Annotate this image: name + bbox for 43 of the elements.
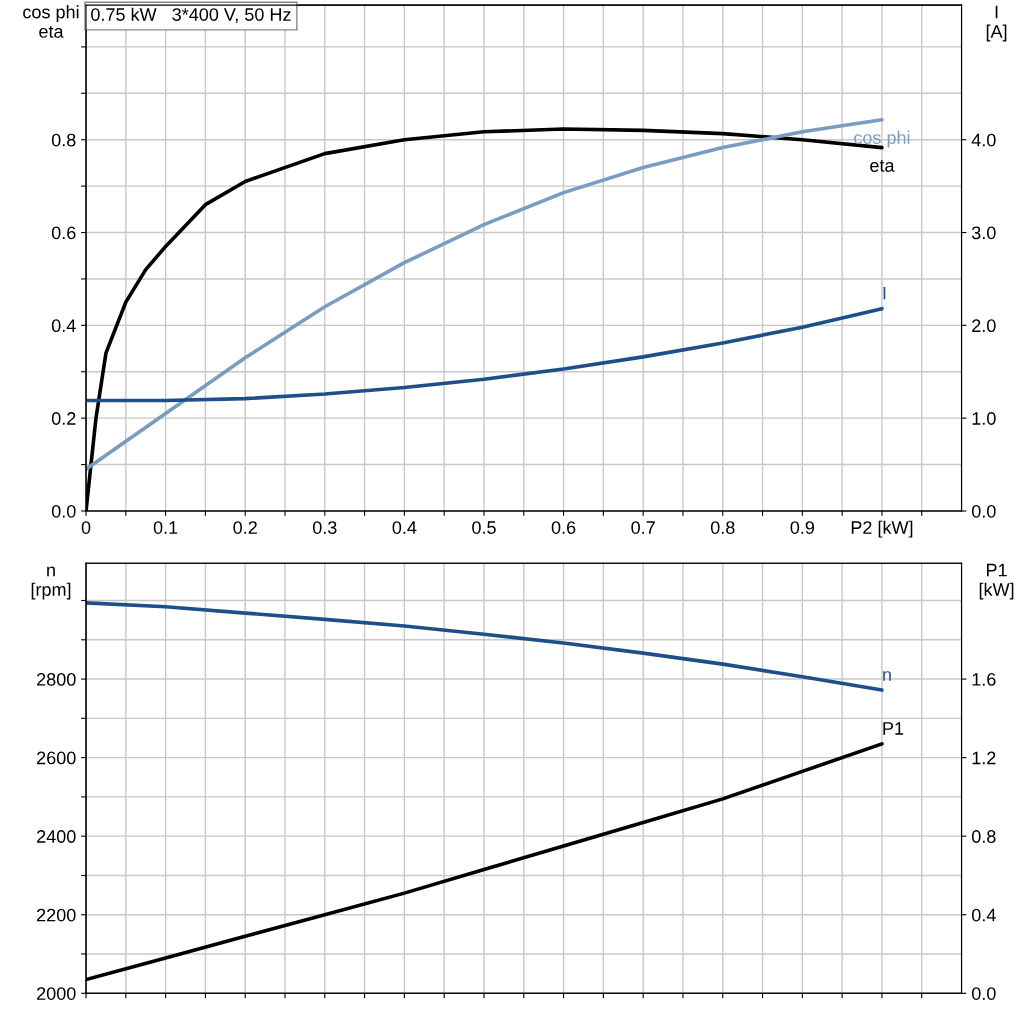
y2-tick-label: 4.0 xyxy=(971,133,996,147)
y-tick-label: 2000 xyxy=(37,987,76,1000)
y2-tick-label: 2.0 xyxy=(972,319,996,333)
y-tick-label: 0.8 xyxy=(51,133,76,147)
x-tick-label: 0.6 xyxy=(551,521,576,534)
x-tick-label: P2 [kW] xyxy=(851,520,913,538)
series-label: cos phi xyxy=(854,130,910,148)
series-label: n xyxy=(883,671,891,681)
line-series xyxy=(86,306,884,403)
series-label: I xyxy=(883,286,886,300)
y-tick-label: 2800 xyxy=(37,673,76,686)
y2-tick-label: 0.0 xyxy=(971,987,996,1000)
y2-tick-label: 1.0 xyxy=(972,412,996,425)
y-tick-label: 0.4 xyxy=(51,319,76,333)
x-tick-label: 0.4 xyxy=(392,521,417,534)
y-tick-label: 0.0 xyxy=(51,504,76,518)
x-tick-label: 0.3 xyxy=(312,521,337,534)
x-tick-label: 0.7 xyxy=(631,521,655,534)
x-tick-label: 0.1 xyxy=(153,521,178,534)
x-tick-label: 0 xyxy=(81,521,91,534)
y-tick-label: 2200 xyxy=(37,908,76,922)
chart-title: 0.75 kW 3*400 V, 50 Hz xyxy=(91,7,291,24)
x-tick-label: 0.5 xyxy=(472,521,496,534)
y-tick-label: 0.2 xyxy=(51,412,76,425)
x-tick-label: 0.8 xyxy=(710,521,735,534)
y2-axis-title: I [A] xyxy=(986,5,1007,42)
y2-tick-label: 1.2 xyxy=(972,751,996,765)
series-label: P1 xyxy=(883,722,904,735)
y2-axis-title: P1 [kW] xyxy=(979,563,1014,600)
y2-tick-label: 0.0 xyxy=(971,504,996,518)
y2-tick-label: 0.8 xyxy=(971,830,996,843)
x-tick-label: 0.2 xyxy=(233,521,257,534)
series-label: eta xyxy=(870,160,895,172)
y-axis-title: n [rpm] xyxy=(31,566,71,600)
y-axis-title: cos phi eta xyxy=(23,5,79,38)
y2-tick-label: 1.6 xyxy=(972,673,996,686)
y-tick-label: 2600 xyxy=(37,751,76,765)
y-tick-label: 2400 xyxy=(37,830,76,843)
y2-tick-label: 3.0 xyxy=(971,226,996,240)
x-tick-label: 0.9 xyxy=(790,521,815,534)
line-series xyxy=(86,601,884,692)
y2-tick-label: 0.4 xyxy=(971,908,996,922)
y-tick-label: 0.6 xyxy=(51,226,76,240)
